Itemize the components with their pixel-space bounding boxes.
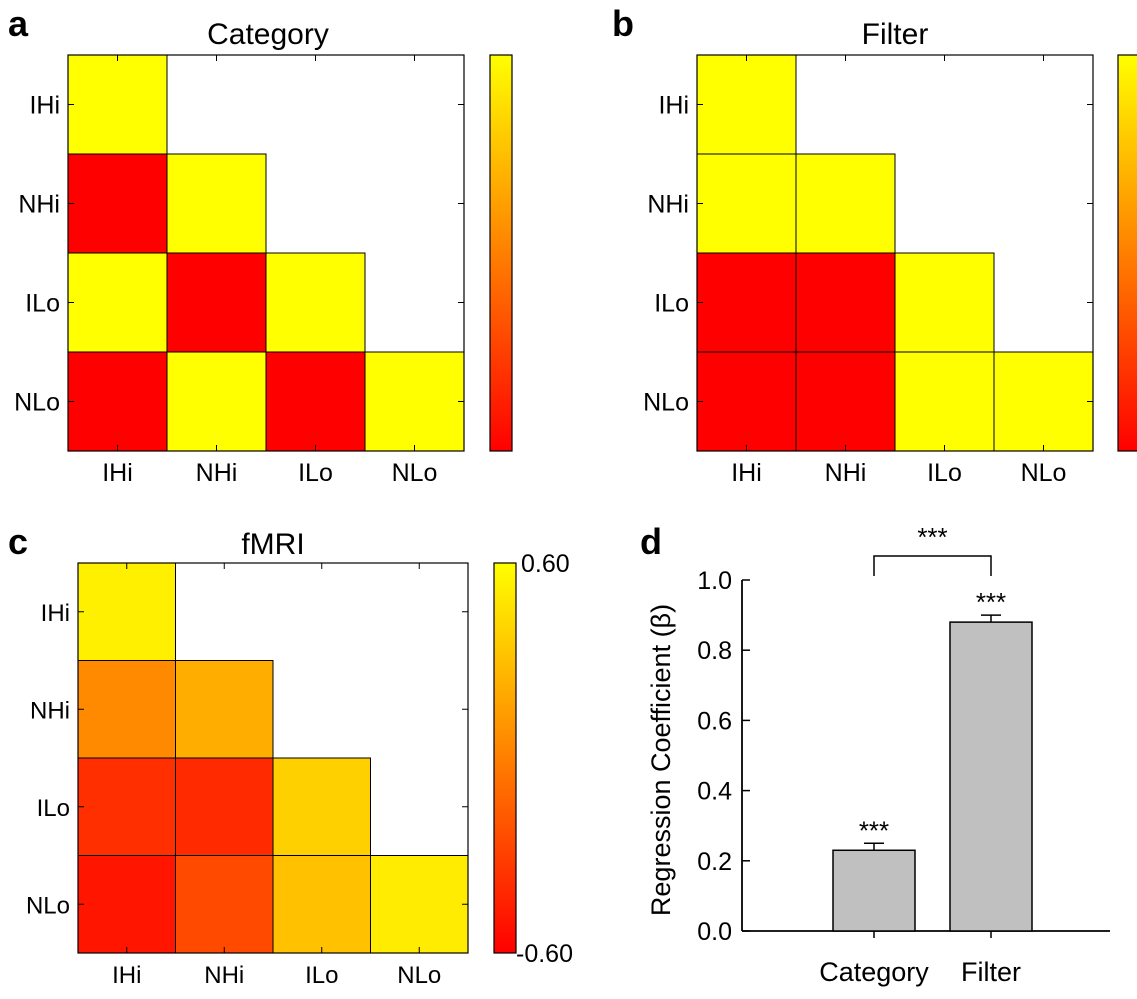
heatmap-cell-ilo-nhi [175, 757, 274, 856]
heatmap-cell-nlo-ilo [894, 351, 995, 452]
heatmap-cell-nhi-ihi [67, 153, 168, 254]
col-label-ilo: ILo [298, 459, 333, 487]
row-label-ilo: ILo [25, 290, 60, 318]
panel-d-regression-bar-chart: d Regression Coefficient (β) 0.0 0.2 0.4 0.… [640, 521, 1110, 987]
heatmap-cell-ilo-ilo [265, 252, 366, 353]
heatmap-cell-nhi-ihi [696, 153, 797, 254]
panel-c-colorbar [493, 562, 517, 954]
heatmap-cell-nlo-ilo [272, 855, 371, 954]
col-label-ilo: ILo [305, 962, 338, 989]
heatmap-cell-nlo-ihi [77, 855, 176, 954]
panel-c-title: fMRI [241, 528, 304, 561]
y-tick-label: 0.6 [697, 707, 732, 735]
heatmap-cell-ihi-ihi [77, 562, 176, 661]
significance-stars: *** [976, 587, 1006, 617]
row-label-ihi: IHi [29, 92, 60, 120]
y-tick-label: 0.0 [697, 918, 732, 946]
row-label-nlo: NLo [643, 389, 689, 417]
significance-stars: *** [859, 815, 889, 845]
heatmap-cell-ilo-ilo [894, 252, 995, 353]
category-label-category: Category [819, 957, 929, 987]
row-label-ihi: IHi [658, 92, 689, 120]
heatmap-cell-nhi-nhi [175, 660, 274, 759]
heatmap-cell-nhi-nhi [795, 153, 896, 254]
panel-c-letter: c [8, 521, 28, 562]
col-label-nhi: NHi [825, 459, 867, 487]
heatmap-cell-nlo-nlo [993, 351, 1094, 452]
panel-c-colorbar-max-label: 0.60 [521, 550, 570, 578]
y-tick-label: 0.2 [697, 848, 732, 876]
heatmap-cell-nlo-ihi [696, 351, 797, 452]
row-label-nhi: NHi [18, 191, 60, 219]
heatmap-cell-ilo-ilo [272, 757, 371, 856]
panel-b-colorbar [1117, 54, 1137, 452]
heatmap-cell-ilo-ihi [67, 252, 168, 353]
col-label-nhi: NHi [196, 459, 238, 487]
col-label-nlo: NLo [392, 459, 438, 487]
bracket-significance-stars: *** [917, 522, 947, 552]
heatmap-cell-ilo-nhi [795, 252, 896, 353]
col-label-ihi: IHi [731, 459, 762, 487]
row-label-nlo: NLo [14, 389, 60, 417]
heatmap-cell-nhi-nhi [166, 153, 267, 254]
heatmap-cell-ilo-ihi [77, 757, 176, 856]
panel-c-colorbar-min-label: -0.60 [516, 940, 573, 968]
panel-d-letter: d [640, 521, 662, 562]
heatmap-cell-nlo-nhi [175, 855, 274, 954]
bar-category [832, 849, 916, 932]
col-label-ilo: ILo [927, 459, 962, 487]
heatmap-cell-ihi-ihi [696, 54, 797, 155]
panel-b-letter: b [612, 3, 634, 44]
heatmap-cell-nlo-nhi [795, 351, 896, 452]
heatmap-cell-nlo-ilo [265, 351, 366, 452]
bar-filter [949, 621, 1033, 932]
heatmap-cell-nlo-nhi [166, 351, 267, 452]
col-label-nhi: NHi [204, 962, 244, 989]
col-label-nlo: NLo [397, 962, 441, 989]
col-label-ihi: IHi [102, 459, 133, 487]
row-label-nlo: NLo [26, 892, 70, 919]
panel-a-letter: a [8, 3, 29, 44]
row-label-nhi: NHi [30, 697, 70, 724]
row-label-ilo: ILo [37, 795, 70, 822]
row-label-ilo: ILo [654, 290, 689, 318]
row-label-nhi: NHi [647, 191, 689, 219]
comparison-bracket [873, 555, 992, 576]
panel-a-title: Category [207, 18, 329, 51]
panel-a-colorbar [489, 54, 513, 452]
panel-d-y-axis-label: Regression Coefficient (β) [646, 604, 676, 916]
heatmap-cell-nlo-nlo [364, 351, 465, 452]
y-tick-label: 0.8 [697, 637, 732, 665]
y-tick-label: 1.0 [697, 567, 732, 595]
heatmap-cell-ilo-nhi [166, 252, 267, 353]
heatmap-cell-nhi-ihi [77, 660, 176, 759]
heatmap-cell-nlo-nlo [370, 855, 469, 954]
col-label-nlo: NLo [1021, 459, 1067, 487]
panel-b-title: Filter [862, 18, 929, 51]
y-tick-label: 0.4 [697, 778, 732, 806]
row-label-ihi: IHi [41, 600, 70, 627]
col-label-ihi: IHi [112, 962, 141, 989]
panel-c-fmri-heatmap: c fMRI IHi NHi ILo NLo IHi NHi ILo NLo 0.60 -0… [8, 521, 573, 989]
heatmap-cell-ilo-ihi [696, 252, 797, 353]
heatmap-cell-nlo-ihi [67, 351, 168, 452]
heatmap-cell-ihi-ihi [67, 54, 168, 155]
panel-b-filter-heatmap: b Filter IHi NHi ILo NLo IHi NHi ILo NLo [612, 3, 1137, 487]
category-label-filter: Filter [961, 957, 1021, 987]
panel-a-category-heatmap: a Category IHi NHi ILo NLo IHi NHi ILo NLo [8, 3, 513, 487]
